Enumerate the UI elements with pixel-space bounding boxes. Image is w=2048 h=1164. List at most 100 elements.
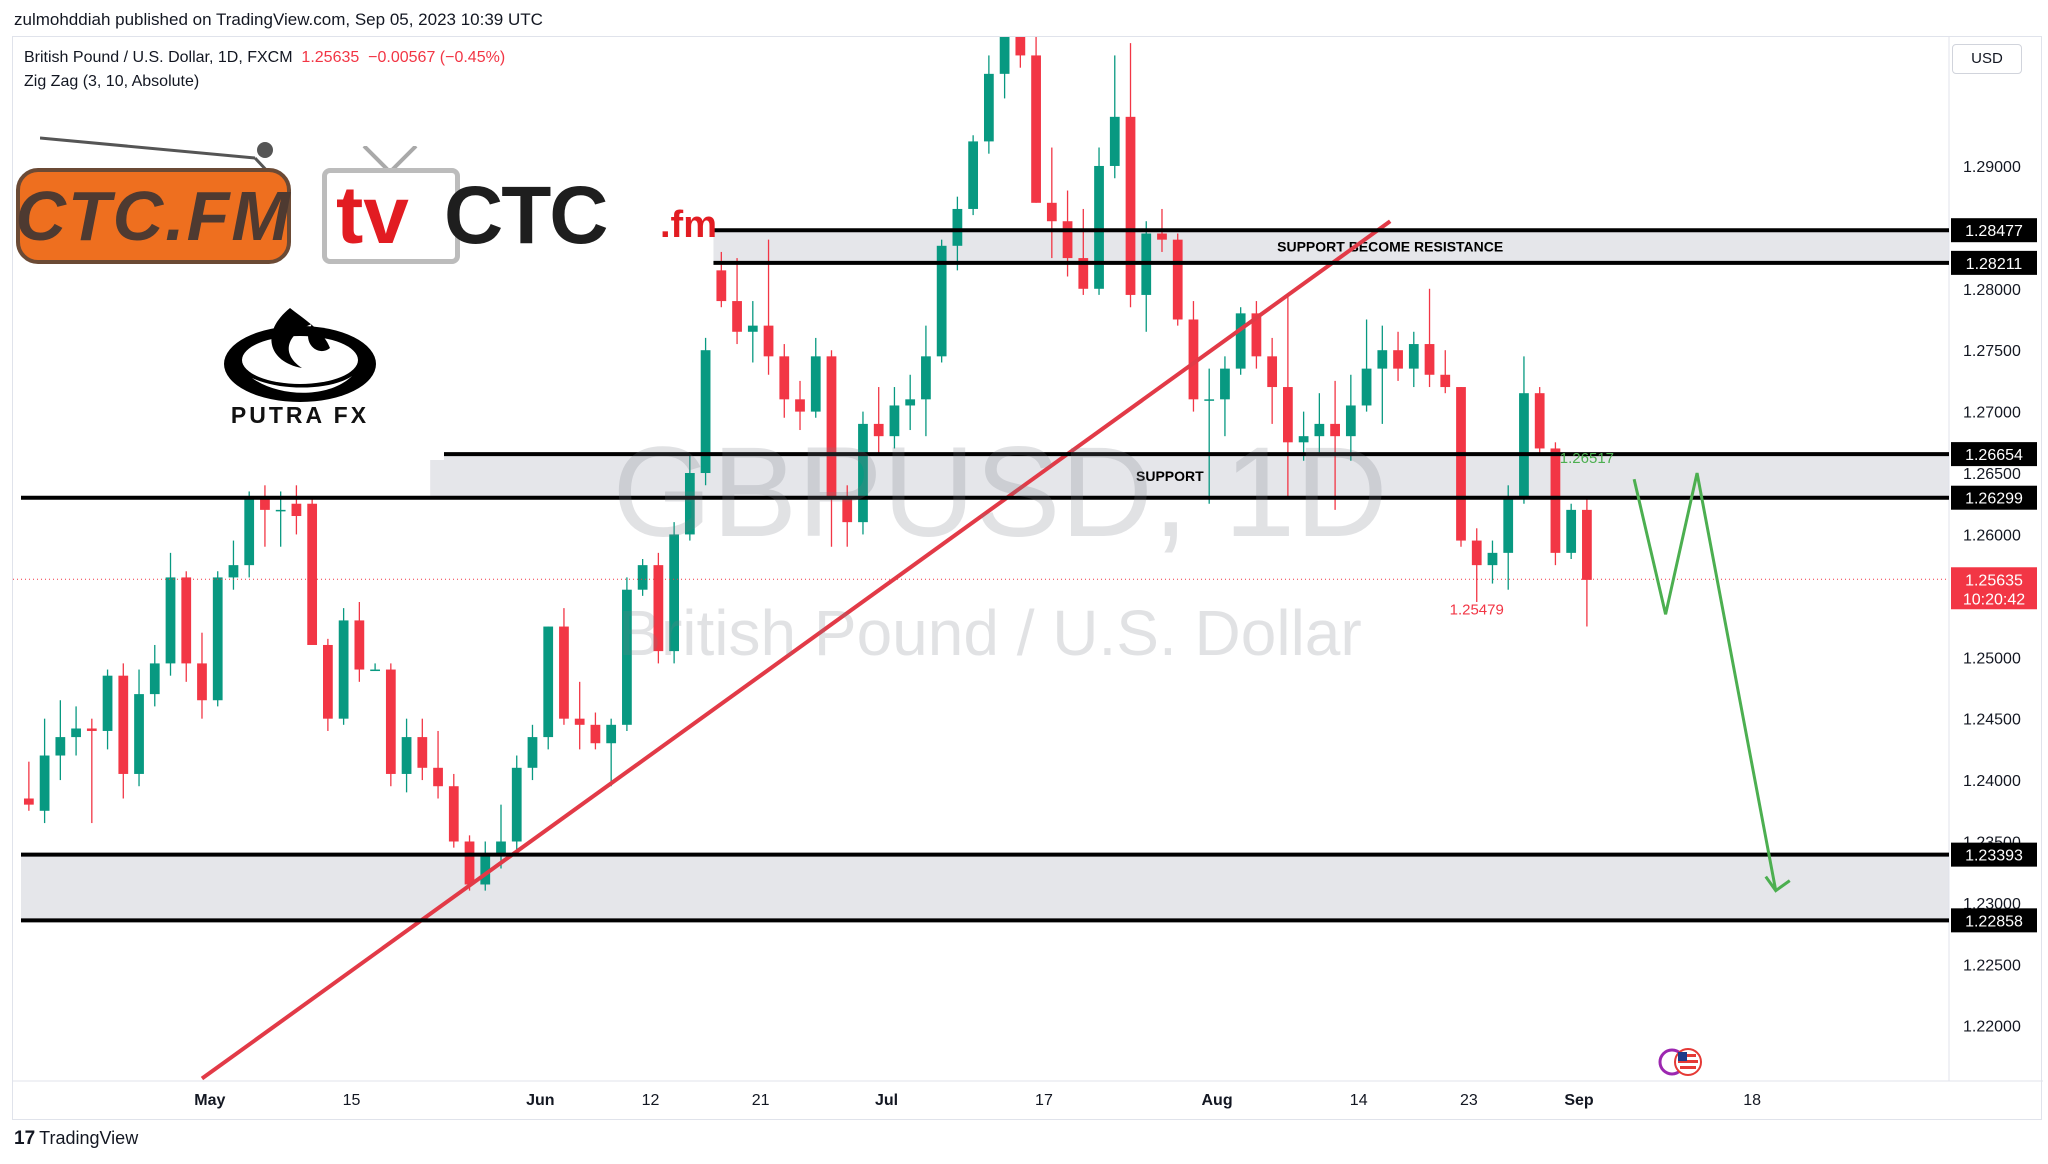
candle-body-18 bbox=[307, 503, 318, 645]
candle-body-79 bbox=[1267, 356, 1278, 388]
candle-body-27 bbox=[448, 786, 459, 842]
tradingview-logo-icon: 17 bbox=[14, 1128, 36, 1149]
tvctc-logo-ctc: CTC bbox=[444, 170, 609, 261]
tvctc-logo-fm: .fm bbox=[660, 204, 717, 246]
candle-body-49 bbox=[795, 399, 805, 412]
time-tick-4: 21 bbox=[752, 1092, 770, 1109]
legend-indicator[interactable]: Zig Zag (3, 10, Absolute) bbox=[24, 73, 200, 90]
candle-body-60 bbox=[968, 141, 979, 209]
candle-body-91 bbox=[1456, 387, 1466, 541]
candle-body-20 bbox=[338, 620, 349, 719]
candle-body-5 bbox=[102, 675, 113, 731]
candle-body-47 bbox=[763, 325, 774, 357]
candle-body-97 bbox=[1550, 448, 1561, 553]
candle-body-61 bbox=[983, 73, 994, 142]
candle-body-14 bbox=[244, 497, 255, 566]
candle-body-37 bbox=[606, 724, 617, 744]
candle-body-32 bbox=[527, 737, 538, 768]
candle-body-45 bbox=[732, 301, 742, 332]
candle-body-87 bbox=[1393, 350, 1403, 369]
projection-arrowhead bbox=[1764, 875, 1791, 893]
candle-body-40 bbox=[653, 565, 664, 652]
candle-body-6 bbox=[118, 675, 129, 774]
putra-fx-logo-text: PUTRA FX bbox=[230, 402, 370, 428]
price-tick-10: 1.27000 bbox=[1963, 405, 2021, 422]
candle-body-96 bbox=[1534, 393, 1545, 449]
candle-body-90 bbox=[1440, 374, 1451, 388]
candle-body-43 bbox=[700, 350, 711, 474]
zone-label-1: SUPPORT bbox=[1136, 468, 1204, 484]
candle-body-51 bbox=[826, 356, 837, 498]
legend-last-price: 1.25635 bbox=[301, 49, 360, 66]
candle-body-33 bbox=[543, 626, 554, 738]
candle-body-34 bbox=[559, 626, 569, 719]
price-tick-0: 1.22000 bbox=[1963, 1019, 2021, 1036]
price-tick-13: 1.29000 bbox=[1963, 159, 2021, 176]
candle-body-98 bbox=[1566, 509, 1577, 553]
candle-body-52 bbox=[842, 497, 853, 523]
candle-body-10 bbox=[181, 577, 192, 664]
candle-body-48 bbox=[779, 356, 790, 400]
tv-frame-icon bbox=[322, 168, 460, 264]
watermark-symbol: GBPUSD, 1D bbox=[612, 421, 1388, 564]
price-tick-4: 1.24000 bbox=[1963, 773, 2021, 790]
level-label-2: 1.26654 bbox=[1965, 447, 2023, 464]
candle-body-95 bbox=[1519, 393, 1529, 498]
time-tick-6: 17 bbox=[1035, 1092, 1053, 1109]
candle-body-35 bbox=[574, 718, 585, 725]
trendline bbox=[200, 219, 1392, 1081]
tv-antenna-icon bbox=[362, 146, 418, 172]
legend-symbol-title[interactable]: British Pound / U.S. Dollar, 1D, FXCM bbox=[24, 49, 293, 66]
time-tick-3: 12 bbox=[642, 1092, 660, 1109]
candle-body-59 bbox=[952, 208, 963, 246]
us-flag-icon[interactable] bbox=[1658, 1046, 1704, 1078]
candle-body-55 bbox=[889, 405, 900, 437]
candle-body-15 bbox=[260, 497, 270, 510]
candle-body-84 bbox=[1345, 405, 1356, 437]
candle-body-93 bbox=[1487, 552, 1498, 566]
candle-body-9 bbox=[165, 577, 176, 664]
zigzag-label-0: 1.25479 bbox=[1450, 601, 1504, 618]
candle-body-31 bbox=[511, 767, 522, 842]
candle-body-3 bbox=[71, 728, 81, 738]
candle-body-88 bbox=[1408, 344, 1419, 369]
candle-body-62 bbox=[999, 37, 1010, 74]
chart-legend[interactable]: British Pound / U.S. Dollar, 1D, FXCM 1.… bbox=[24, 46, 505, 94]
candle-body-66 bbox=[1062, 221, 1073, 259]
current-price-tag bbox=[1951, 567, 2037, 610]
price-tick-5: 1.24500 bbox=[1963, 712, 2021, 729]
candle-body-53 bbox=[858, 423, 868, 523]
time-tick-7: Aug bbox=[1202, 1092, 1233, 1109]
level-label-5: 1.22858 bbox=[1965, 913, 2023, 930]
candle-body-11 bbox=[197, 663, 207, 701]
time-tick-10: Sep bbox=[1564, 1092, 1594, 1109]
currency-selector[interactable]: USD bbox=[1952, 44, 2022, 74]
candle-body-19 bbox=[323, 644, 333, 719]
candle-body-1 bbox=[39, 755, 50, 811]
tvctc-logo-tv: tv bbox=[336, 170, 409, 261]
zone-band-0 bbox=[713, 230, 1950, 263]
candle-body-56 bbox=[905, 399, 916, 406]
publisher-line: zulmohddiah published on TradingView.com… bbox=[14, 10, 543, 29]
tradingview-brand[interactable]: 17 TradingView bbox=[14, 1128, 138, 1150]
candle-body-25 bbox=[417, 737, 428, 768]
current-price-countdown: 10:20:42 bbox=[1963, 591, 2025, 608]
candle-body-81 bbox=[1298, 436, 1309, 443]
candle-body-21 bbox=[354, 620, 365, 670]
candle-body-73 bbox=[1172, 239, 1183, 320]
candle-body-29 bbox=[480, 856, 491, 885]
level-label-0: 1.28477 bbox=[1965, 223, 2023, 240]
zone-band-2 bbox=[21, 854, 1949, 921]
candle-body-85 bbox=[1361, 368, 1372, 406]
candle-body-76 bbox=[1220, 368, 1230, 400]
level-tag-0 bbox=[1951, 218, 2037, 243]
candle-body-8 bbox=[149, 663, 160, 695]
price-tick-12: 1.28000 bbox=[1963, 282, 2021, 299]
candle-body-99 bbox=[1582, 509, 1592, 580]
candle-body-26 bbox=[433, 767, 443, 787]
candle-body-23 bbox=[385, 669, 396, 774]
candle-body-75 bbox=[1204, 399, 1215, 401]
price-tick-8: 1.26000 bbox=[1963, 527, 2021, 544]
ctcfm-logo: CTC.FM bbox=[15, 168, 291, 264]
time-tick-1: 15 bbox=[343, 1092, 361, 1109]
